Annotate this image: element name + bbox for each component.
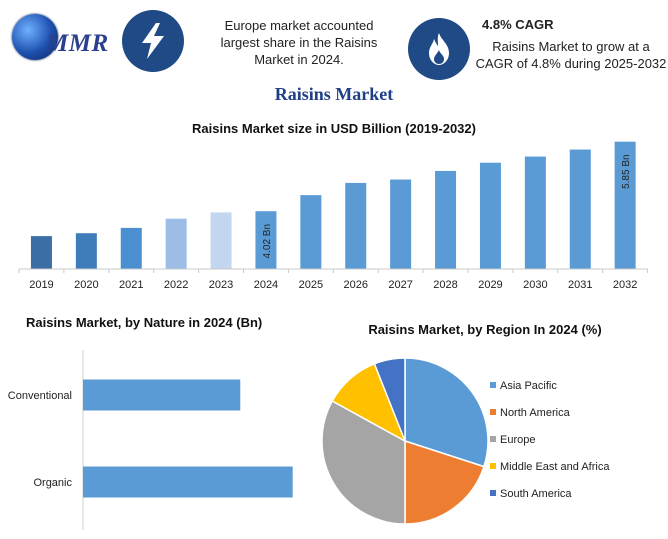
x-tick-label: 2024 xyxy=(254,279,278,291)
x-tick-label: 2028 xyxy=(433,279,457,291)
page-title: Raisins Market xyxy=(274,84,394,104)
slice-south-america xyxy=(373,357,406,442)
bar-conventional xyxy=(83,379,241,411)
slice-europe xyxy=(321,399,406,525)
x-tick-label: 2027 xyxy=(388,279,412,291)
bar-2026 xyxy=(345,182,367,269)
nature-bar-chart: Conventional Organic xyxy=(8,350,293,530)
data-label-2024: 4.02 Bn xyxy=(262,224,273,258)
slice-north-america xyxy=(404,439,485,525)
region-pie-chart: Asia Pacific North America Europe Middle Ea… xyxy=(321,357,610,525)
bar-2032 xyxy=(614,141,636,269)
bar-2021 xyxy=(120,227,142,269)
x-tick-label: 2031 xyxy=(568,279,592,291)
x-tick-label: 2019 xyxy=(29,279,53,291)
legend-label: North America xyxy=(500,407,571,419)
market-size-bar-chart: 2019 2020 2021 2022 2023 2024 4.02 Bn 2025 2026 2… xyxy=(18,141,649,291)
legend-swatch xyxy=(490,490,496,496)
bar-2020 xyxy=(75,233,97,269)
region-chart-title: Raisins Market, by Region In 2024 (%) xyxy=(368,322,602,337)
x-tick-label: 2022 xyxy=(164,279,188,291)
x-tick-label: 2029 xyxy=(478,279,502,291)
legend-swatch xyxy=(490,463,496,469)
x-tick-label: 2032 xyxy=(613,279,637,291)
bar-2027 xyxy=(390,179,412,269)
bar-2019 xyxy=(30,236,52,269)
cagr-title: 4.8% CAGR xyxy=(482,17,554,32)
data-label-2032: 5.85 Bn xyxy=(621,154,632,188)
legend-swatch xyxy=(490,382,496,388)
legend-label: Middle East and Africa xyxy=(500,461,610,473)
market-size-chart-title: Raisins Market size in USD Billion (2019… xyxy=(192,121,476,136)
x-tick-label: 2030 xyxy=(523,279,547,291)
bar-2024 xyxy=(255,211,277,269)
bar-2029 xyxy=(479,162,501,269)
globe-logo-icon xyxy=(12,14,58,60)
legend-swatch xyxy=(490,409,496,415)
x-tick-label: 2020 xyxy=(74,279,98,291)
x-tick-label: 2026 xyxy=(344,279,368,291)
lightning-icon xyxy=(122,10,184,72)
bar-2030 xyxy=(524,156,546,269)
flame-icon xyxy=(408,18,470,80)
legend-label: South America xyxy=(500,488,572,500)
bar-organic xyxy=(83,466,293,498)
slice-asia-pacific xyxy=(404,357,489,468)
nature-chart-title: Raisins Market, by Nature in 2024 (Bn) xyxy=(26,315,263,330)
europe-share-note: Europe market accounted largest share in… xyxy=(220,18,378,67)
y-tick-label: Conventional xyxy=(8,390,72,402)
bar-2031 xyxy=(569,149,591,269)
brand-logo-text: MMR xyxy=(46,30,109,57)
bar-2028 xyxy=(435,170,457,269)
x-tick-label: 2025 xyxy=(299,279,323,291)
x-tick-label: 2023 xyxy=(209,279,233,291)
cagr-note: Raisins Market to grow at a CAGR of 4.8%… xyxy=(475,39,667,71)
legend-label: Asia Pacific xyxy=(500,380,557,392)
bar-2022 xyxy=(165,218,187,269)
bar-2023 xyxy=(210,212,232,269)
bar-2025 xyxy=(300,195,322,269)
y-tick-label: Organic xyxy=(33,477,72,489)
legend-label: Europe xyxy=(500,434,535,446)
legend-swatch xyxy=(490,436,496,442)
x-tick-label: 2021 xyxy=(119,279,143,291)
